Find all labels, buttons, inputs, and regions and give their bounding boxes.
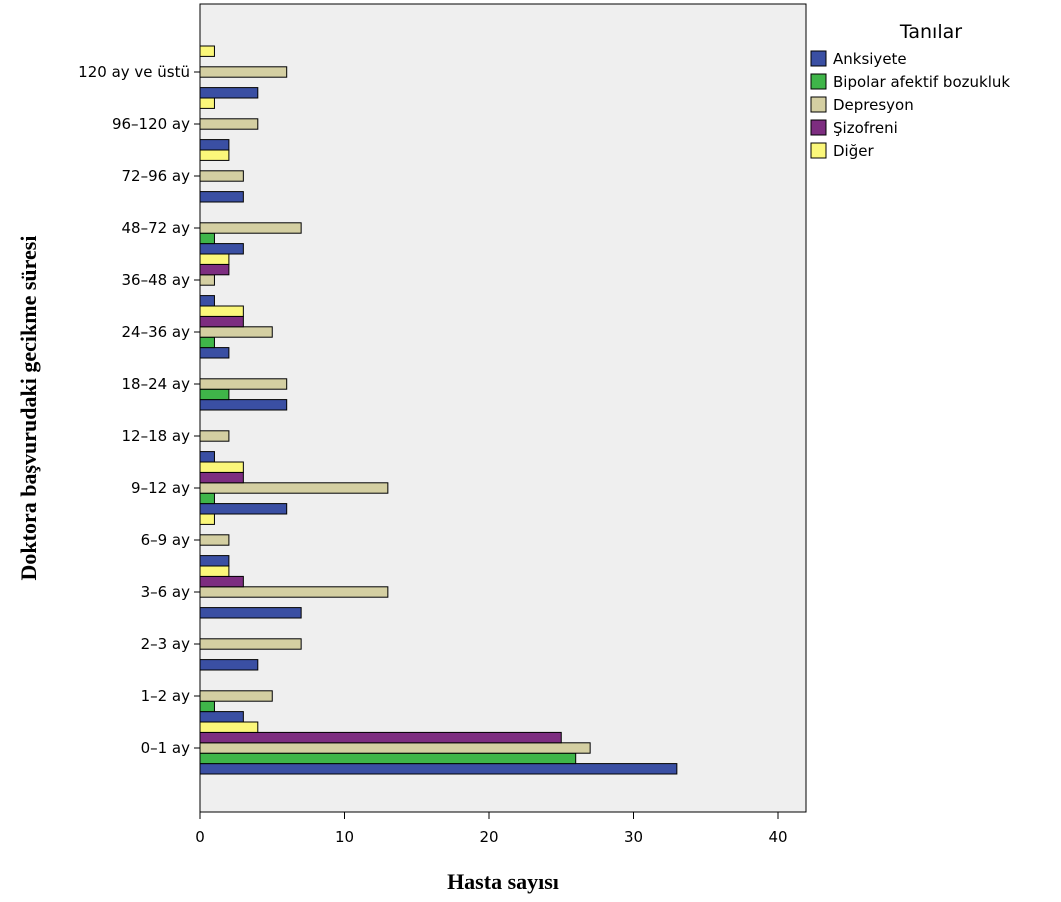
x-tick-label: 40 [768, 828, 787, 846]
bars-group [199, 45, 678, 775]
bar [199, 253, 230, 265]
bar [199, 305, 244, 317]
y-tick-label: 72–96 ay [121, 167, 190, 185]
bar [199, 586, 389, 598]
bar [199, 503, 288, 515]
y-tick-label: 0–1 ay [141, 739, 191, 757]
bar [199, 191, 244, 203]
bar [199, 274, 215, 286]
bar [199, 222, 302, 234]
bar [199, 607, 302, 619]
legend-swatch [810, 96, 827, 113]
y-tick-label: 1–2 ay [141, 687, 191, 705]
bar [199, 513, 215, 525]
legend: Tanılar Anksiyete Bipolar afektif bozuklu… [810, 21, 1010, 160]
legend-label: Diğer [833, 142, 874, 160]
bar [199, 97, 215, 109]
bar [199, 534, 230, 546]
x-tick-label: 30 [624, 828, 643, 846]
legend-swatch [810, 119, 827, 136]
y-tick-label: 2–3 ay [141, 635, 191, 653]
bar [199, 555, 230, 567]
bar [199, 87, 259, 99]
bar [199, 45, 215, 57]
bar [199, 336, 215, 349]
bar [199, 659, 259, 671]
bar [199, 347, 230, 359]
legend-label: Depresyon [833, 96, 914, 114]
legend-title: Tanılar [899, 21, 962, 43]
legend-label: Anksiyete [833, 50, 907, 68]
x-tick-label: 0 [195, 828, 205, 846]
bar [199, 492, 215, 505]
bar [199, 731, 562, 744]
bar [199, 263, 230, 276]
legend-swatch [810, 73, 827, 90]
bar [199, 763, 678, 775]
bar [199, 471, 244, 484]
x-tick-label: 10 [335, 828, 354, 846]
y-tick-label: 3–6 ay [141, 583, 191, 601]
y-tick-label: 96–120 ay [112, 115, 190, 133]
bar [199, 461, 244, 473]
bar [199, 430, 230, 442]
bar [199, 575, 244, 588]
y-axis-ticks: 0–1 ay 1–2 ay 2–3 ay 3–6 ay 6–9 ay 9–12 ay 12–… [78, 63, 200, 757]
x-tick-label: 20 [479, 828, 498, 846]
bar [199, 711, 244, 723]
bar [199, 565, 230, 577]
legend-label: Bipolar afektif bozukluk [833, 73, 1010, 91]
y-tick-label: 120 ay ve üstü [78, 63, 190, 81]
bar [199, 315, 244, 328]
bar [199, 721, 259, 733]
bar [199, 170, 244, 182]
y-tick-label: 36–48 ay [121, 271, 190, 289]
bar [199, 388, 230, 401]
bar [199, 690, 273, 702]
bar [199, 66, 288, 78]
legend-label: Şizofreni [833, 119, 898, 137]
y-axis-title: Doktora başvurudaki gecikme süresi [16, 236, 41, 581]
bar [199, 243, 244, 255]
bar [199, 118, 259, 130]
bar [199, 399, 288, 411]
x-axis-title: Hasta sayısı [447, 869, 559, 894]
bar [199, 482, 389, 494]
y-tick-label: 6–9 ay [141, 531, 191, 549]
bar [199, 149, 230, 161]
legend-swatch [810, 50, 827, 67]
y-tick-label: 18–24 ay [121, 375, 190, 393]
plot-area [199, 3, 807, 813]
bar [199, 139, 230, 151]
x-axis-ticks: 0 10 20 30 40 [195, 812, 788, 846]
bar [199, 742, 591, 754]
y-tick-label: 24–36 ay [121, 323, 190, 341]
bar [199, 295, 215, 307]
bar [199, 451, 215, 463]
bar [199, 378, 288, 390]
bar [199, 638, 302, 650]
y-tick-label: 48–72 ay [121, 219, 190, 237]
y-tick-label: 9–12 ay [131, 479, 190, 497]
y-tick-label: 12–18 ay [121, 427, 190, 445]
bar [199, 232, 215, 245]
bar [199, 752, 577, 765]
bar [199, 326, 273, 338]
bar [199, 700, 215, 713]
legend-swatch [810, 142, 827, 159]
